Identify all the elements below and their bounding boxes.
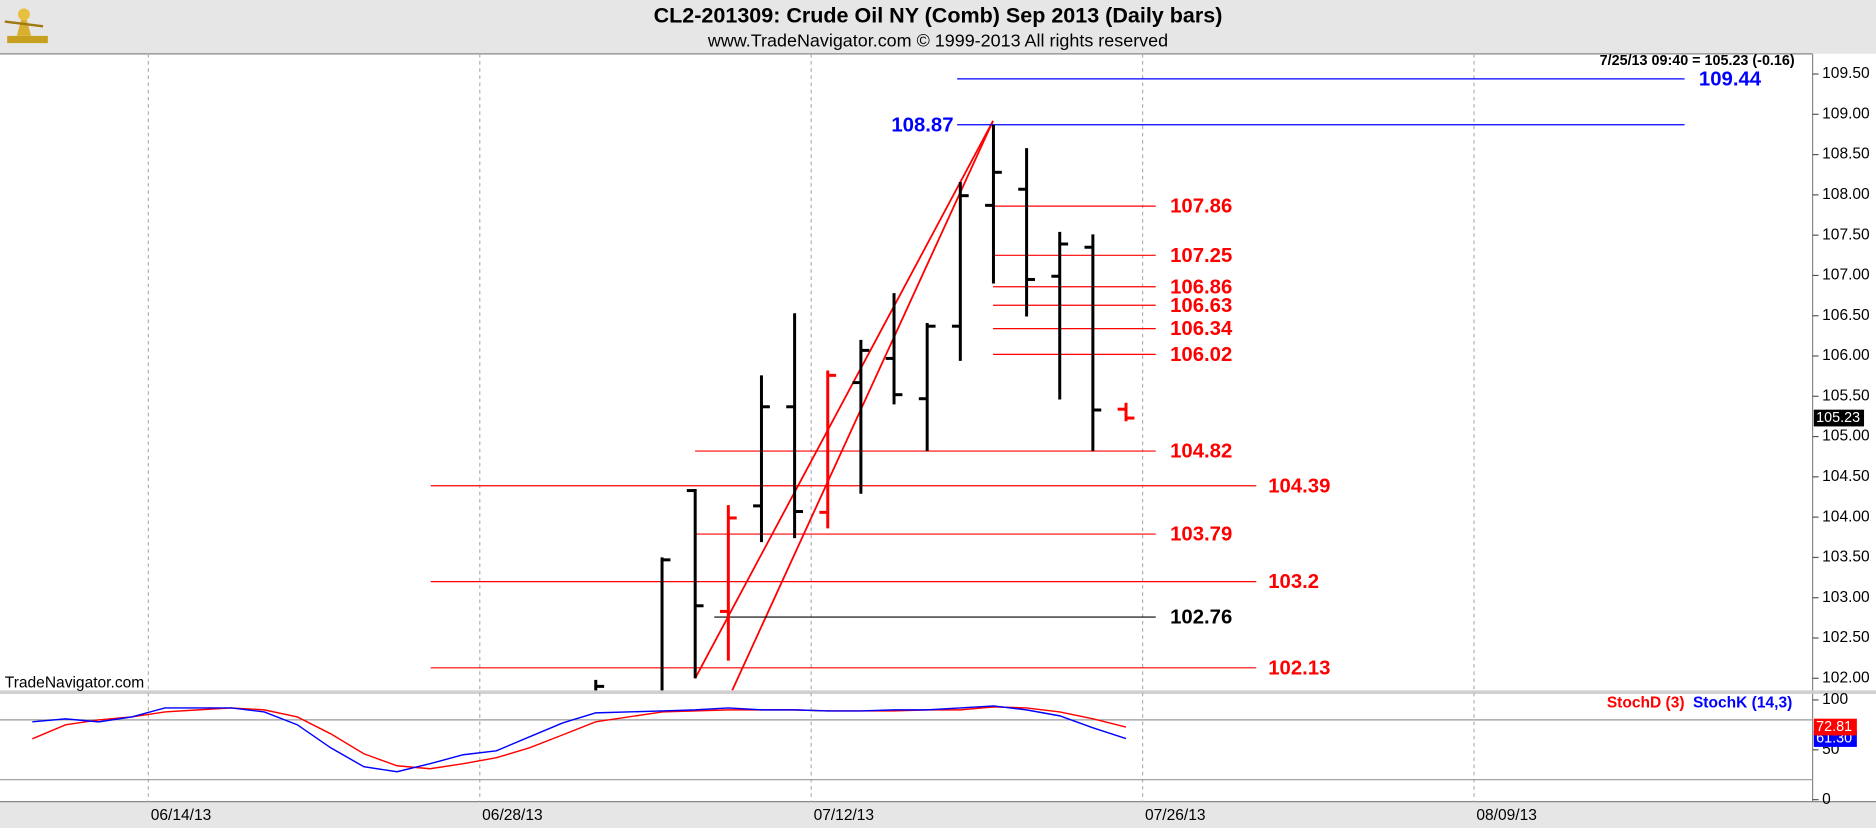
- y-tick-label: 100: [1822, 691, 1848, 708]
- y-tick-label: 106.00: [1822, 347, 1870, 364]
- x-tick-label: 06/14/13: [151, 807, 212, 824]
- level-label: 106.63: [1170, 295, 1232, 317]
- level-label: 109.44: [1699, 68, 1762, 90]
- date-strip: [0, 801, 1876, 828]
- y-tick-label: 102.50: [1822, 629, 1870, 646]
- y-tick-label: 102.00: [1822, 669, 1870, 686]
- last-value-box: [1813, 718, 1857, 736]
- x-tick-label: 07/12/13: [814, 807, 875, 824]
- y-tick-label: 109.00: [1822, 105, 1870, 122]
- watermark: TradeNavigator.com: [5, 674, 144, 691]
- trend-line: [694, 120, 994, 679]
- overlay: 06/14/13 06/28/13 07/12/13 07/26/13 08/09/13…: [151, 65, 1870, 824]
- level-label: 106.34: [1170, 318, 1233, 340]
- level-label: 107.86: [1170, 196, 1232, 218]
- y-tick-label: 103.00: [1822, 589, 1870, 606]
- level-label: 102.13: [1268, 657, 1330, 679]
- last-price-label: 105.23: [1816, 410, 1860, 426]
- last-price-box: [1813, 409, 1865, 427]
- header-background: [0, 0, 1876, 54]
- level-label: 103.2: [1268, 571, 1319, 593]
- logo-top: [17, 8, 30, 21]
- legend-entry: StochK (14,3): [1693, 695, 1792, 712]
- level-label: 107.25: [1170, 245, 1232, 267]
- last-value-label: 72.81: [1816, 719, 1852, 735]
- y-tick-label: 107.00: [1822, 267, 1870, 284]
- y-tick-label: 0: [1822, 791, 1831, 808]
- logo: [4, 8, 48, 44]
- axis-background: [1812, 53, 1876, 802]
- logo-base: [7, 35, 48, 44]
- logo-arm: [4, 20, 44, 28]
- price-panel: [430, 78, 1685, 691]
- panel-separator: [0, 690, 1876, 694]
- x-tick-label: 07/26/13: [1145, 807, 1206, 824]
- legend-entry: StochD (3): [1607, 695, 1685, 712]
- y-tick-label: 105.50: [1822, 387, 1870, 404]
- grid: [147, 53, 1475, 802]
- y-tick-label: 109.50: [1822, 65, 1870, 82]
- level-label: 106.02: [1170, 344, 1232, 366]
- x-tick-label: 08/09/13: [1476, 807, 1537, 824]
- level-label: 102.76: [1170, 607, 1232, 629]
- y-tick-label: 104.00: [1822, 508, 1870, 525]
- y-tick-label: 108.50: [1822, 146, 1870, 163]
- level-label: 106.86: [1170, 276, 1232, 298]
- x-tick-label: 06/28/13: [482, 807, 543, 824]
- y-tick-label: 106.50: [1822, 307, 1870, 324]
- stochastic-panel: [0, 705, 1813, 781]
- y-tick-label: 107.50: [1822, 226, 1870, 243]
- level-label: 104.82: [1170, 441, 1232, 463]
- stoch-line: [32, 705, 1127, 773]
- plot-background: [0, 53, 1813, 802]
- trend-line: [731, 120, 994, 691]
- chart-title: CL2-201309: Crude Oil NY (Comb) Sep 2013…: [654, 3, 1223, 27]
- y-tick-label: 103.50: [1822, 549, 1870, 566]
- y-tick-label: 108.00: [1822, 186, 1870, 203]
- level-label: 108.87: [891, 114, 953, 136]
- chart-subtitle: www.TradeNavigator.com © 1999-2013 All r…: [707, 31, 1168, 51]
- y-tick-label: 104.50: [1822, 468, 1870, 485]
- level-label: 104.39: [1268, 475, 1330, 497]
- stoch-line: [32, 706, 1127, 770]
- level-label: 103.79: [1170, 524, 1232, 546]
- header-note: 7/25/13 09:40 = 105.23 (-0.16): [1600, 53, 1795, 69]
- y-tick-label: 105.00: [1822, 428, 1870, 445]
